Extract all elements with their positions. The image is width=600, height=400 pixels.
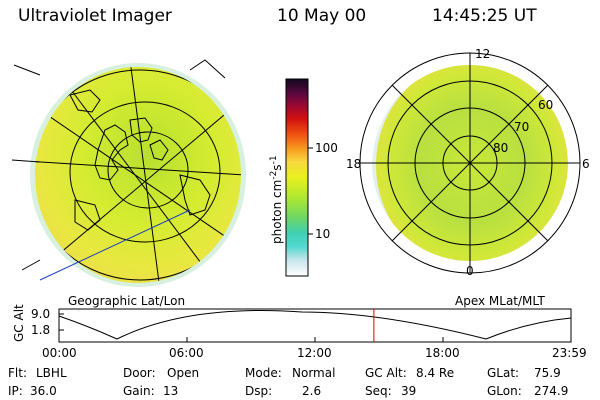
altitude-ytick-low: 1.8 (31, 323, 51, 337)
info-flt-label: Flt: (8, 366, 27, 380)
mlt-label-6: 6 (582, 157, 590, 171)
mlt-label-12: 12 (475, 47, 491, 61)
info-ip-value: 36.0 (30, 384, 57, 398)
info-door-label: Door: (123, 366, 156, 380)
info-glon-label: GLon: (487, 384, 522, 398)
info-gcalt-label: GC Alt: (365, 366, 407, 380)
info-gain-value: 13 (163, 384, 179, 398)
mlat-label-70: 70 (514, 120, 530, 134)
time-label: 14:45:25 UT (432, 6, 537, 26)
meridian-5 (39, 109, 241, 251)
info-seq-label: Seq: (365, 384, 392, 398)
colorbar-scale (285, 78, 309, 277)
altitude-xtick-1: 06:00 (169, 346, 204, 360)
mlt-line-diag-2 (391, 84, 549, 242)
altitude-curve (58, 310, 572, 340)
info-dsp-label: Dsp: (245, 384, 273, 398)
instrument-title: Ultraviolet Imager (18, 6, 172, 26)
lat-circle-3 (35, 69, 241, 281)
info-gcalt-value: 8.4 Re (416, 366, 455, 380)
colorbar-tick-100: 100 (315, 141, 338, 155)
altitude-ylabel: GC Alt (12, 304, 26, 342)
lat-circle-2 (69, 101, 221, 243)
info-ip-label: IP: (8, 384, 23, 398)
info-seq-value: 39 (401, 384, 417, 398)
coastline-1 (94, 124, 129, 181)
meridian-1 (35, 159, 241, 176)
mlt-label-0: 0 (466, 264, 474, 278)
mlat-label-80: 80 (493, 141, 509, 155)
date-label: 10 May 00 (277, 6, 367, 26)
info-flt-value: LBHL (36, 366, 67, 380)
altitude-xtick-2: 12:00 (297, 346, 332, 360)
coastline-6 (74, 199, 101, 231)
altitude-ytick-high: 9.0 (31, 307, 51, 321)
mlt-label-18: 18 (346, 157, 362, 171)
info-dsp-value: 2.6 (302, 384, 322, 398)
info-mode-value: Normal (292, 366, 336, 380)
colorbar-tick-10: 10 (315, 227, 331, 241)
coastline-4 (179, 174, 211, 216)
meridian-4 (39, 109, 231, 271)
info-door-value: Open (167, 366, 200, 380)
altitude-xtick-4: 23:59 (552, 346, 587, 360)
left-caption: Geographic Lat/Lon (68, 294, 186, 308)
meridian-3 (129, 67, 161, 283)
right-caption: Apex MLat/MLT (455, 294, 545, 308)
mlat-label-60: 60 (538, 98, 554, 112)
info-glat-label: GLat: (487, 366, 520, 380)
info-glat-value: 75.9 (534, 366, 561, 380)
coastline-3 (149, 139, 169, 161)
lat-circle-1 (107, 131, 189, 209)
altitude-xtick-0: 00:00 (42, 346, 77, 360)
coastline-5 (69, 89, 101, 113)
coastline-2 (129, 117, 153, 143)
info-mode-label: Mode: (245, 366, 282, 380)
altitude-xtick-3: 18:00 (425, 346, 460, 360)
info-gain-label: Gain: (123, 384, 155, 398)
info-glon-value: 274.9 (534, 384, 569, 398)
